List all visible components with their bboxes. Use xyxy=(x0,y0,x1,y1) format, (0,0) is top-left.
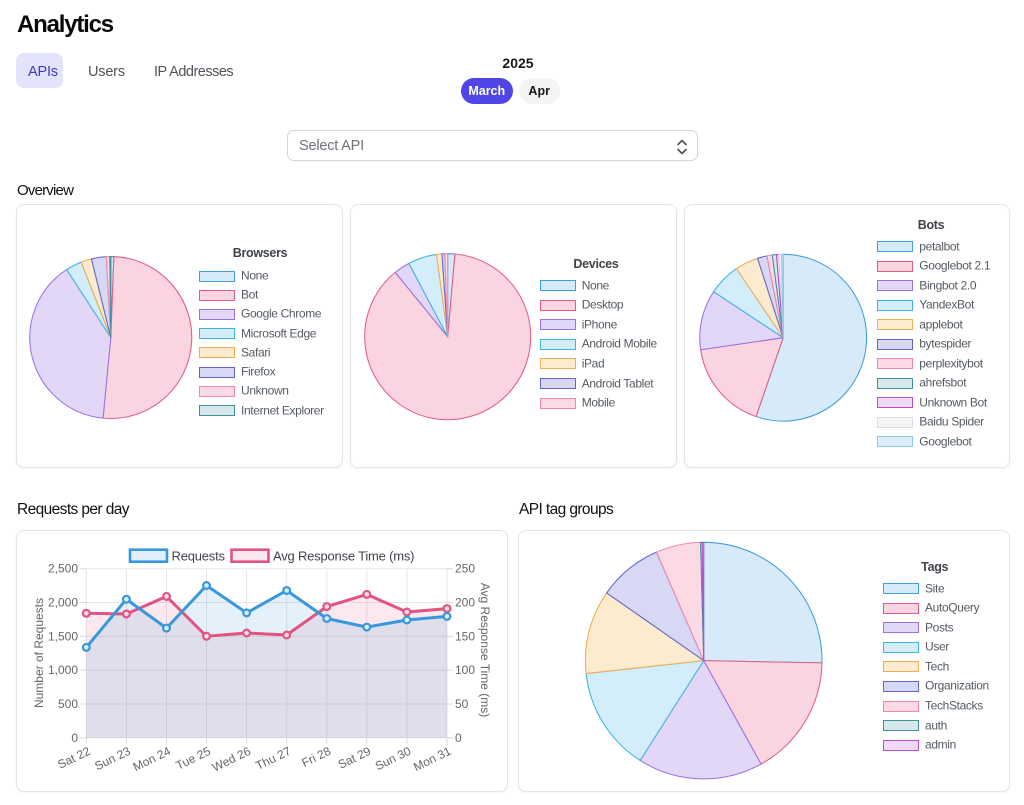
svg-text:1,000: 1,000 xyxy=(48,663,78,677)
svg-text:200: 200 xyxy=(455,596,475,610)
svg-text:250: 250 xyxy=(455,562,475,576)
svg-text:Mon 24: Mon 24 xyxy=(131,744,173,774)
svg-text:100: 100 xyxy=(455,663,475,677)
svg-text:Tue 25: Tue 25 xyxy=(173,744,213,773)
svg-text:Sun 23: Sun 23 xyxy=(92,744,133,773)
svg-text:Requests: Requests xyxy=(172,549,226,564)
svg-text:Sat 22: Sat 22 xyxy=(55,744,93,772)
svg-text:Sun 30: Sun 30 xyxy=(373,744,414,773)
svg-text:1,500: 1,500 xyxy=(48,629,78,643)
svg-text:Avg Response Time (ms): Avg Response Time (ms) xyxy=(273,549,414,564)
svg-text:500: 500 xyxy=(58,697,78,711)
svg-text:50: 50 xyxy=(455,697,469,711)
svg-text:2,000: 2,000 xyxy=(48,596,78,610)
svg-text:Avg Response Time (ms): Avg Response Time (ms) xyxy=(478,583,492,718)
svg-text:Number of Requests: Number of Requests xyxy=(32,598,46,708)
svg-text:150: 150 xyxy=(455,629,475,643)
svg-text:Thu 27: Thu 27 xyxy=(253,744,293,773)
svg-text:2,500: 2,500 xyxy=(48,562,78,576)
svg-text:Fri 28: Fri 28 xyxy=(299,744,333,770)
svg-text:Sat 29: Sat 29 xyxy=(336,744,374,772)
svg-text:0: 0 xyxy=(71,731,78,745)
svg-text:0: 0 xyxy=(455,731,462,745)
svg-text:Mon 31: Mon 31 xyxy=(411,744,453,774)
svg-text:Wed 26: Wed 26 xyxy=(210,744,253,775)
